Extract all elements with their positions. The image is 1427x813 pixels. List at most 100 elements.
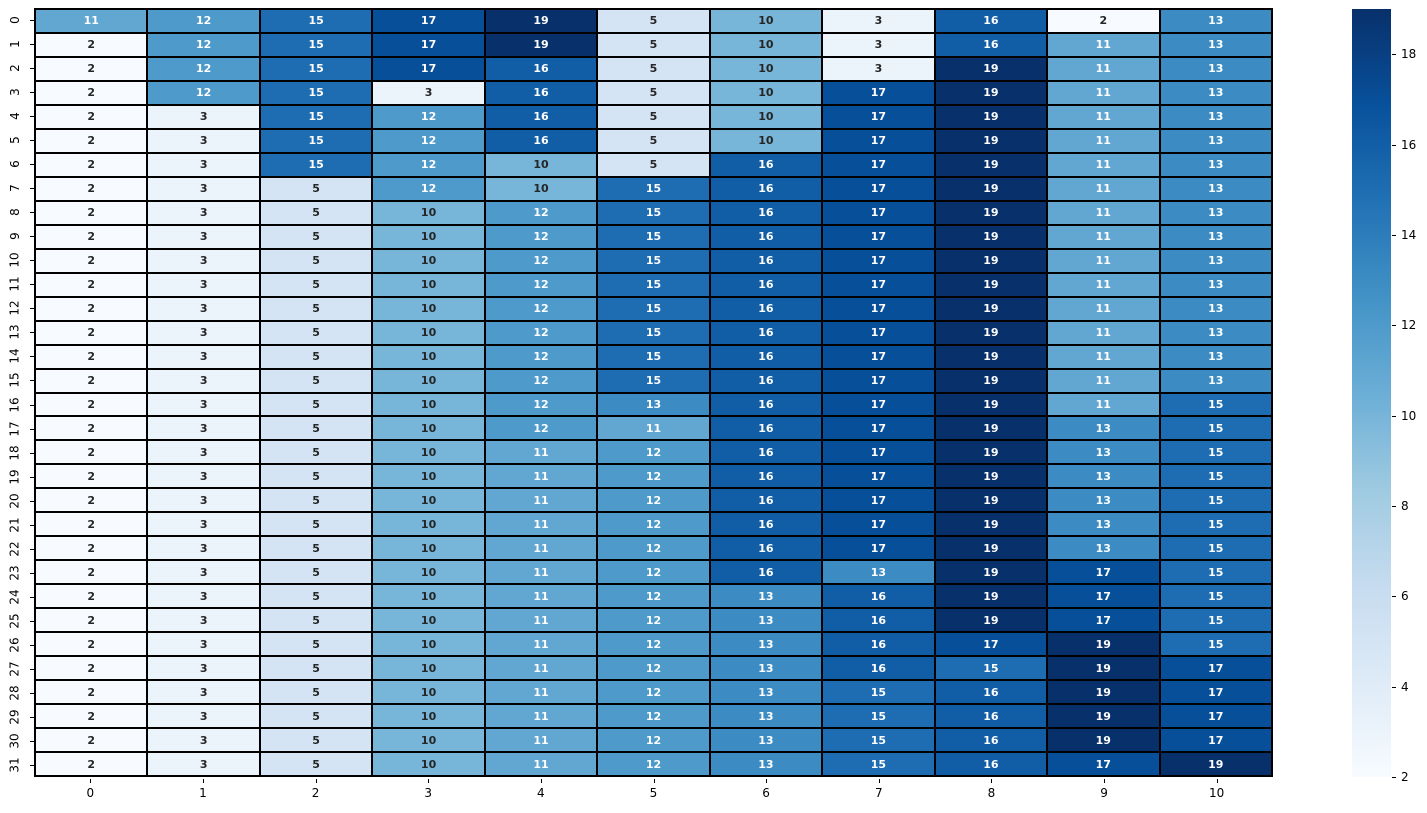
y-tick-label-13: 13 [8,324,22,341]
heatmap-cell-r0-c7: 3 [823,10,934,32]
heatmap-cell-r1-c2: 15 [260,33,372,56]
heatmap-cell-r27-c6: 13 [710,657,822,680]
y-tick-mark [30,380,34,382]
heatmap-cell-r13-c1: 3 [148,321,259,344]
y-tick-mark [30,428,34,430]
heatmap-cell-r2-c4: 16 [485,57,597,80]
heatmap-cell-r17-c4: 12 [485,417,597,440]
x-tick-label-1: 1 [199,786,207,800]
colorbar-tick-mark [1392,54,1396,56]
x-tick-label-9: 9 [1100,786,1108,800]
heatmap-cell-r21-c5: 12 [598,513,709,536]
heatmap-cell-r0-c3: 17 [373,10,484,32]
heatmap-cell-r27-c7: 16 [823,657,934,680]
heatmap-cell-r31-c5: 12 [598,753,709,775]
y-tick-label-1: 1 [7,40,22,48]
heatmap-cell-r14-c7: 17 [823,345,934,368]
colorbar-tick-label-10: 10 [1401,408,1417,423]
heatmap-cell-r4-c4: 16 [485,105,597,128]
heatmap-cell-r18-c5: 12 [598,441,709,464]
heatmap-cell-r19-c10: 15 [1160,465,1271,488]
heatmap-cell-r18-c10: 15 [1160,441,1271,464]
heatmap-cell-r2-c10: 13 [1160,57,1271,80]
heatmap-cell-r1-c1: 12 [148,33,259,56]
heatmap-cell-r28-c4: 11 [485,681,597,704]
y-tick-label-11: 11 [8,276,22,292]
heatmap-cell-r20-c3: 10 [373,489,484,512]
heatmap-cell-r25-c5: 12 [598,609,709,632]
heatmap-cell-r0-c1: 12 [148,10,259,32]
heatmap-cell-r3-c1: 12 [148,81,259,104]
heatmap-cell-r25-c4: 11 [485,609,597,632]
x-tick-label-5: 5 [649,786,658,800]
heatmap-cell-r13-c8: 19 [935,321,1047,344]
y-tick-mark [30,188,34,190]
heatmap-cell-r16-c1: 3 [148,393,259,416]
heatmap-cell-r25-c7: 16 [823,609,934,632]
y-tick-label-7: 7 [7,184,22,193]
heatmap-cell-r9-c6: 16 [710,225,822,248]
heatmap-cell-r29-c1: 3 [148,705,259,728]
heatmap-cell-r3-c10: 13 [1160,81,1271,104]
heatmap-cell-r30-c1: 3 [148,729,259,752]
heatmap-cell-r18-c4: 11 [485,441,597,464]
y-tick-mark [30,68,34,70]
heatmap-cell-r7-c6: 16 [710,177,822,200]
heatmap-cell-r24-c6: 13 [710,585,822,608]
y-tick-label-9: 9 [7,232,22,241]
heatmap-cell-r28-c2: 5 [260,681,372,704]
heatmap-cell-r29-c2: 5 [260,705,372,728]
heatmap-cell-r17-c9: 13 [1048,417,1159,440]
heatmap-cell-r19-c1: 3 [148,465,259,488]
heatmap-cell-r26-c0: 2 [36,633,147,656]
heatmap-cell-r25-c8: 19 [935,609,1047,632]
heatmap-cell-r15-c10: 13 [1160,369,1271,392]
heatmap-cell-r22-c2: 5 [260,537,372,560]
heatmap-cell-r7-c10: 13 [1160,177,1271,200]
heatmap-cell-r1-c8: 16 [935,33,1047,56]
heatmap-cell-r0-c8: 16 [935,10,1047,32]
heatmap-cell-r12-c6: 16 [710,297,822,320]
heatmap-cell-r7-c4: 10 [485,177,597,200]
heatmap-cell-r11-c0: 2 [36,273,147,296]
heatmap-cell-r25-c9: 17 [1048,609,1159,632]
heatmap-cell-r16-c10: 15 [1160,393,1271,416]
heatmap-cell-r17-c1: 3 [148,417,259,440]
colorbar-tick-label-18: 18 [1401,47,1417,62]
colorbar-tick-mark [1392,505,1396,507]
heatmap-cell-r15-c2: 5 [260,369,372,392]
heatmap-cell-r27-c5: 12 [598,657,709,680]
y-tick-label-10: 10 [8,252,22,268]
colorbar-tick-label-8: 8 [1401,498,1409,513]
heatmap-cell-r16-c8: 19 [935,393,1047,416]
heatmap-cell-r19-c4: 11 [485,465,597,488]
heatmap-cell-r30-c10: 17 [1160,729,1271,752]
x-tick-mark [1104,779,1106,783]
heatmap-cell-r10-c10: 13 [1160,249,1271,272]
heatmap-cell-r3-c5: 5 [598,81,709,104]
heatmap-cell-r7-c5: 15 [598,177,709,200]
colorbar-tick-mark [1392,415,1396,417]
heatmap-cell-r11-c3: 10 [373,273,484,296]
heatmap-cell-r6-c6: 16 [710,153,822,176]
y-tick-label-28: 28 [8,685,22,701]
heatmap-cell-r4-c3: 12 [373,105,484,128]
heatmap-cell-r22-c9: 13 [1048,537,1159,560]
heatmap-cell-r6-c2: 15 [260,153,372,176]
heatmap-cell-r28-c5: 12 [598,681,709,704]
heatmap-cell-r31-c1: 3 [148,753,259,775]
heatmap-cell-r4-c5: 5 [598,105,709,128]
heatmap-cell-r16-c3: 10 [373,393,484,416]
heatmap-cell-r10-c5: 15 [598,249,709,272]
y-tick-mark [30,140,34,142]
heatmap-cell-r2-c1: 12 [148,57,259,80]
heatmap-cell-r23-c5: 12 [598,561,709,584]
heatmap-cell-r10-c0: 2 [36,249,147,272]
heatmap-cell-r26-c1: 3 [148,633,259,656]
y-tick-mark [30,20,34,22]
heatmap-cell-r9-c9: 11 [1048,225,1159,248]
y-tick-mark [30,644,34,646]
heatmap-cell-r20-c0: 2 [36,489,147,512]
heatmap-cell-r20-c2: 5 [260,489,372,512]
heatmap-cell-r9-c8: 19 [935,225,1047,248]
